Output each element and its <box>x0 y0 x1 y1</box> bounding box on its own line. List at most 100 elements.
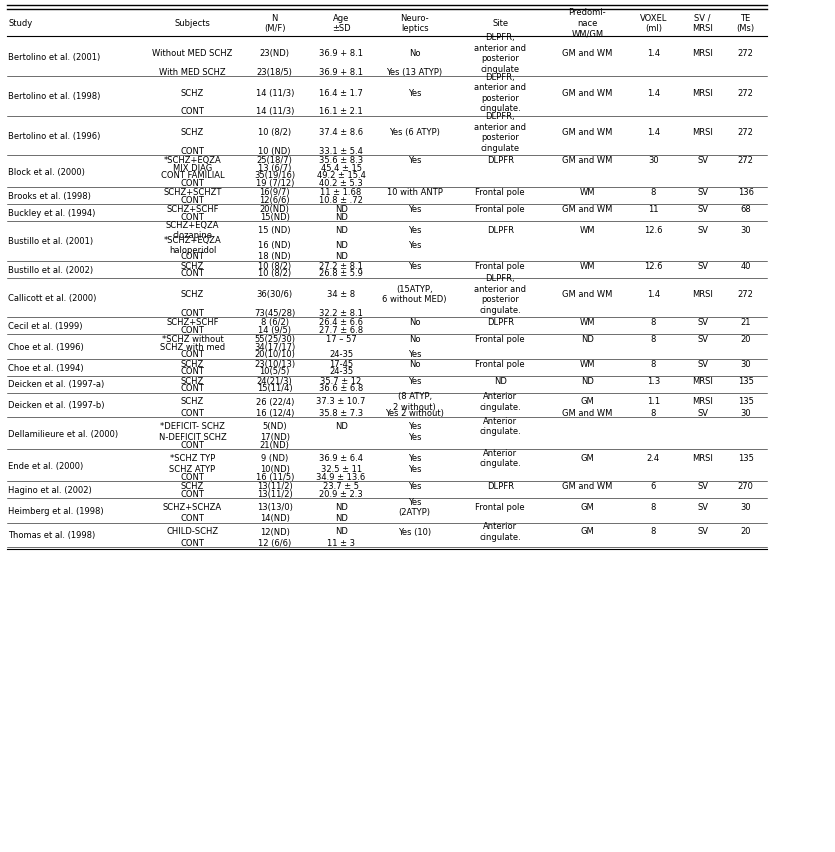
Text: 73(45/28): 73(45/28) <box>254 308 296 318</box>
Text: Without MED SCHZ: Without MED SCHZ <box>152 49 233 58</box>
Text: No: No <box>409 49 420 58</box>
Text: ND: ND <box>335 527 347 536</box>
Text: 68: 68 <box>741 205 751 214</box>
Text: GM and WM: GM and WM <box>562 156 613 165</box>
Text: 13(13/0): 13(13/0) <box>257 503 292 511</box>
Text: Ende et al. (2000): Ende et al. (2000) <box>8 461 84 470</box>
Text: Frontal pole: Frontal pole <box>475 360 525 368</box>
Text: GM: GM <box>580 527 595 536</box>
Text: Yes: Yes <box>407 433 422 441</box>
Text: SCHZ: SCHZ <box>181 290 204 299</box>
Text: ND: ND <box>335 212 347 222</box>
Text: (15ATYP,
6 without MED): (15ATYP, 6 without MED) <box>382 285 447 304</box>
Text: SCHZ+SCHZA: SCHZ+SCHZA <box>163 503 222 511</box>
Text: 8: 8 <box>650 408 656 417</box>
Text: Age
±SD: Age ±SD <box>331 14 351 33</box>
Text: CONT: CONT <box>180 195 205 204</box>
Text: SCHZ+EQZA
clozapine: SCHZ+EQZA clozapine <box>165 221 220 240</box>
Text: GM and WM: GM and WM <box>562 408 613 417</box>
Text: 26.4 ± 6.6: 26.4 ± 6.6 <box>319 318 363 327</box>
Text: 36.6 ± 6.8: 36.6 ± 6.8 <box>319 383 363 393</box>
Text: Frontal pole: Frontal pole <box>475 188 525 197</box>
Text: Anterior
cingulate.: Anterior cingulate. <box>479 417 521 435</box>
Text: Thomas et al. (1998): Thomas et al. (1998) <box>8 531 95 539</box>
Text: GM and WM: GM and WM <box>562 89 613 97</box>
Text: CONT: CONT <box>180 538 205 547</box>
Text: 9 (ND): 9 (ND) <box>261 453 288 463</box>
Text: SV: SV <box>697 527 708 536</box>
Text: Neuro-
leptics: Neuro- leptics <box>400 14 429 33</box>
Text: 35.7 ± 12: 35.7 ± 12 <box>321 377 362 385</box>
Text: SV: SV <box>697 262 708 270</box>
Text: Bertolino et al. (2001): Bertolino et al. (2001) <box>8 53 100 61</box>
Text: 10(5/5): 10(5/5) <box>260 367 290 376</box>
Text: Bertolino et al. (1998): Bertolino et al. (1998) <box>8 92 100 101</box>
Text: Hagino et al. (2002): Hagino et al. (2002) <box>8 486 92 494</box>
Text: 8: 8 <box>650 503 656 511</box>
Text: 25(18/7): 25(18/7) <box>257 156 292 165</box>
Text: 23.7 ± 5: 23.7 ± 5 <box>323 481 359 491</box>
Text: GM: GM <box>580 503 595 511</box>
Text: SCHZ: SCHZ <box>181 397 204 406</box>
Text: 17 – 57: 17 – 57 <box>326 335 357 344</box>
Text: ND: ND <box>335 226 347 234</box>
Text: 36.9 + 8.1: 36.9 + 8.1 <box>319 67 363 77</box>
Text: SCHZ: SCHZ <box>181 128 204 137</box>
Text: DLPFR,
anterior and
posterior
cingulate.: DLPFR, anterior and posterior cingulate. <box>474 274 526 314</box>
Text: CONT FAMILIAL: CONT FAMILIAL <box>160 171 225 180</box>
Text: 14 (11/3): 14 (11/3) <box>256 89 294 97</box>
Text: 20.9 ± 2.3: 20.9 ± 2.3 <box>319 489 363 498</box>
Text: 10 with ANTP: 10 with ANTP <box>387 188 443 197</box>
Text: CONT: CONT <box>180 308 205 318</box>
Text: 6: 6 <box>650 481 656 491</box>
Text: 40.2 ± 5.3: 40.2 ± 5.3 <box>319 179 363 187</box>
Text: 1.4: 1.4 <box>647 49 660 58</box>
Text: *SCHZ+EQZA
haloperidol: *SCHZ+EQZA haloperidol <box>164 235 221 255</box>
Text: CONT: CONT <box>180 367 205 376</box>
Text: 36.9 + 8.1: 36.9 + 8.1 <box>319 49 363 58</box>
Text: CONT: CONT <box>180 252 205 261</box>
Text: 272: 272 <box>737 290 754 299</box>
Text: 15(ND): 15(ND) <box>260 212 290 222</box>
Text: Predomi-
nace
WM/GM: Predomi- nace WM/GM <box>569 9 606 38</box>
Text: 30: 30 <box>741 408 751 417</box>
Text: GM and WM: GM and WM <box>562 49 613 58</box>
Text: 13(11/2): 13(11/2) <box>257 481 292 491</box>
Text: ND: ND <box>335 205 347 214</box>
Text: 16 (12/4): 16 (12/4) <box>256 408 294 417</box>
Text: CONT: CONT <box>180 472 205 481</box>
Text: Cecil et al. (1999): Cecil et al. (1999) <box>8 321 83 331</box>
Text: DLPFR: DLPFR <box>487 318 514 327</box>
Text: 21(ND): 21(ND) <box>260 440 290 449</box>
Text: 20: 20 <box>741 527 751 536</box>
Text: SV: SV <box>697 156 708 165</box>
Text: 13(11/2): 13(11/2) <box>257 489 292 498</box>
Text: CONT: CONT <box>180 440 205 449</box>
Text: 20(ND): 20(ND) <box>260 205 290 214</box>
Text: 12 (6/6): 12 (6/6) <box>258 538 291 547</box>
Text: SV: SV <box>697 481 708 491</box>
Text: 19 (7/12): 19 (7/12) <box>256 179 294 187</box>
Text: 135: 135 <box>737 397 754 406</box>
Text: Heimberg et al. (1998): Heimberg et al. (1998) <box>8 506 104 515</box>
Text: CONT: CONT <box>180 350 205 359</box>
Text: SCHZ: SCHZ <box>181 377 204 385</box>
Text: SV /
MRSI: SV / MRSI <box>692 14 713 33</box>
Text: Callicott et al. (2000): Callicott et al. (2000) <box>8 293 97 302</box>
Text: MRSI: MRSI <box>692 128 713 137</box>
Text: Anterior
cingulate.: Anterior cingulate. <box>479 448 521 468</box>
Text: 136: 136 <box>737 188 754 197</box>
Text: WM: WM <box>579 188 595 197</box>
Text: CONT: CONT <box>180 408 205 417</box>
Text: Choe et al. (1996): Choe et al. (1996) <box>8 343 84 351</box>
Text: Yes 2 without): Yes 2 without) <box>385 408 444 417</box>
Text: DLPFR: DLPFR <box>487 481 514 491</box>
Text: Anterior
cingulate.: Anterior cingulate. <box>479 392 521 412</box>
Text: 26.8 ± 5.9: 26.8 ± 5.9 <box>319 269 363 278</box>
Text: 2.4: 2.4 <box>647 453 660 463</box>
Text: ND: ND <box>335 241 347 250</box>
Text: MRSI: MRSI <box>692 89 713 97</box>
Text: 34 ± 8: 34 ± 8 <box>327 290 355 299</box>
Text: WM: WM <box>579 262 595 270</box>
Text: GM and WM: GM and WM <box>562 205 613 214</box>
